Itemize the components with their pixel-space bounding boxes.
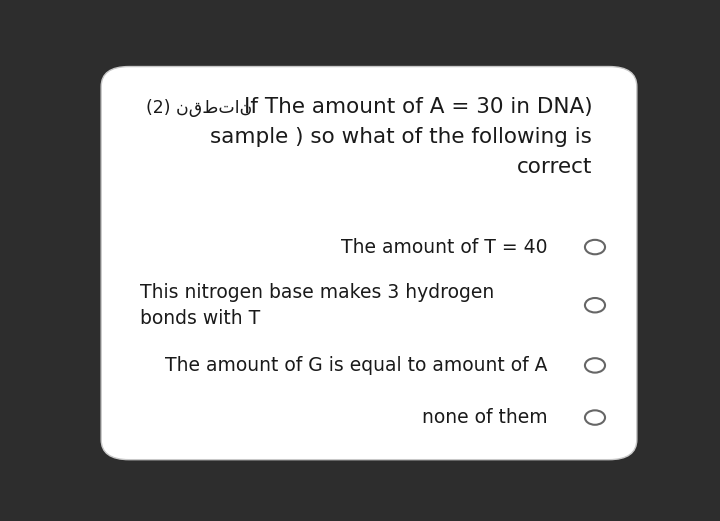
Circle shape — [585, 240, 605, 254]
Text: If The amount of A = 30 in DNA): If The amount of A = 30 in DNA) — [243, 96, 593, 117]
Text: correct: correct — [517, 157, 593, 177]
Text: The amount of T = 40: The amount of T = 40 — [341, 238, 547, 256]
Text: sample ) so what of the following is: sample ) so what of the following is — [210, 127, 593, 147]
Circle shape — [585, 411, 605, 425]
Text: This nitrogen base makes 3 hydrogen
bonds with T: This nitrogen base makes 3 hydrogen bond… — [140, 283, 495, 328]
Text: (2) نقطتان: (2) نقطتان — [145, 98, 252, 117]
Circle shape — [585, 358, 605, 373]
Text: The amount of G is equal to amount of A: The amount of G is equal to amount of A — [165, 356, 547, 375]
Text: none of them: none of them — [422, 408, 547, 427]
FancyBboxPatch shape — [101, 67, 637, 460]
Circle shape — [585, 298, 605, 313]
